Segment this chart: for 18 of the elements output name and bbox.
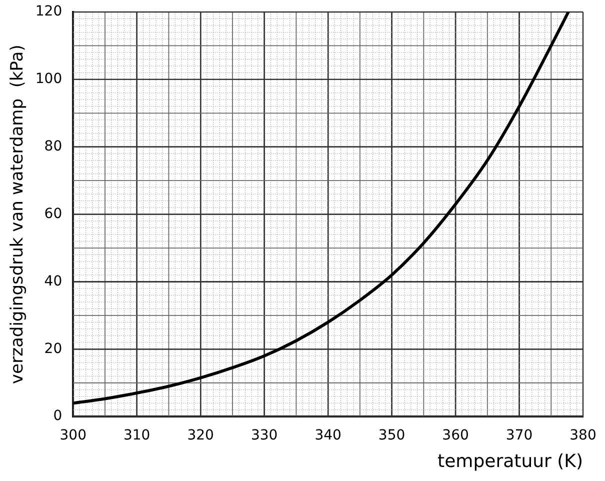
x-tick-label: 360 — [442, 428, 469, 444]
y-tick-label: 20 — [44, 340, 62, 357]
y-tick-label: 80 — [44, 138, 62, 155]
y-tick-label: 0 — [53, 408, 62, 424]
x-axis-title: temperatuur (K) — [438, 450, 583, 472]
y-tick-label: 60 — [44, 206, 62, 222]
x-tick-label: 350 — [378, 428, 406, 444]
x-tick-label: 380 — [570, 428, 596, 444]
x-tick-label: 320 — [187, 428, 214, 444]
x-tick-label: 340 — [314, 428, 342, 444]
y-axis-title: verzadigingsdruk van waterdamp (kPa) — [8, 44, 28, 384]
x-tick-label: 370 — [506, 428, 533, 444]
x-tick-label: 310 — [123, 428, 150, 444]
y-tick-label: 40 — [44, 273, 62, 290]
y-tick-label: 120 — [35, 4, 62, 20]
x-tick-label: 330 — [250, 428, 278, 444]
x-tick-label: 300 — [60, 428, 86, 444]
y-tick-label: 100 — [35, 71, 62, 88]
